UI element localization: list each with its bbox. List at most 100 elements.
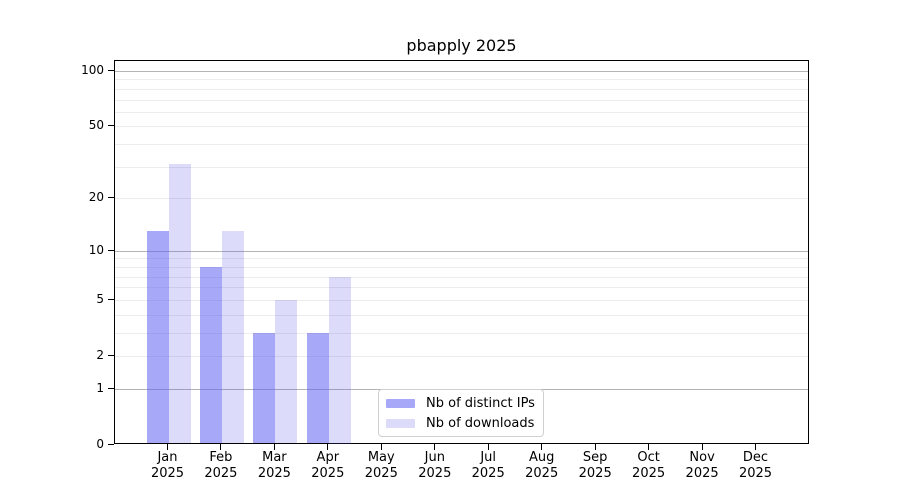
- x-tick-label-dec: Dec 2025: [728, 450, 784, 482]
- x-tick-mark-nov: [701, 444, 703, 450]
- x-tick-month: Oct: [637, 450, 660, 465]
- gridline-minor-50: [115, 126, 808, 128]
- x-tick-mark-jun: [434, 444, 436, 450]
- x-tick-month: Jan: [157, 450, 178, 465]
- x-tick-month: Apr: [316, 450, 340, 465]
- x-tick-label-mar: Mar 2025: [246, 450, 302, 482]
- legend-item-downloads: Nb of downloads: [386, 414, 536, 432]
- legend: Nb of distinct IPs Nb of downloads: [378, 389, 544, 437]
- gridline-minor-2: [115, 356, 808, 357]
- y-tick-mark-5: [108, 298, 114, 300]
- bar-nb-of-downloads-mar: [275, 299, 298, 444]
- x-tick-label-jul: Jul 2025: [460, 450, 516, 482]
- x-tick-month: Nov: [689, 450, 715, 465]
- y-tick-mark-20: [108, 197, 114, 199]
- gridline-major-100: [115, 71, 808, 72]
- x-tick-year: 2025: [257, 466, 291, 481]
- x-tick-month: Mar: [262, 450, 287, 465]
- x-tick-mark-apr: [327, 444, 329, 450]
- bar-nb-of-distinct-ips-apr: [306, 332, 329, 444]
- x-tick-year: 2025: [418, 466, 452, 481]
- x-tick-label-oct: Oct 2025: [621, 450, 677, 482]
- chart-title: pbapply 2025: [406, 36, 517, 55]
- y-tick-mark-100: [108, 70, 114, 71]
- x-tick-label-aug: Aug 2025: [514, 450, 570, 482]
- gridline-minor-4: [115, 314, 808, 316]
- gridline-minor-20: [115, 198, 808, 200]
- y-tick-mark-1: [108, 387, 114, 389]
- bar-nb-of-downloads-jan: [168, 164, 191, 444]
- x-tick-year: 2025: [150, 466, 185, 481]
- y-tick-mark-2: [108, 355, 114, 356]
- x-tick-label-jan: Jan 2025: [140, 450, 196, 482]
- gridline-minor-9: [115, 258, 808, 260]
- x-tick-month: Aug: [528, 450, 555, 465]
- x-tick-mark-sep: [594, 444, 596, 450]
- x-tick-mark-oct: [648, 444, 650, 450]
- bar-nb-of-distinct-ips-feb: [199, 266, 222, 444]
- x-tick-label-nov: Nov 2025: [674, 450, 730, 482]
- legend-item-distinct-ips: Nb of distinct IPs: [386, 394, 536, 412]
- y-tick-label-100: 100: [81, 63, 104, 77]
- x-tick-month: Sep: [582, 450, 608, 465]
- y-tick-label-0: 0: [96, 437, 104, 451]
- gridline-minor-60: [115, 111, 808, 113]
- x-tick-mark-aug: [541, 444, 543, 450]
- y-tick-label-1: 1: [96, 380, 104, 395]
- plot-area: [114, 60, 809, 444]
- x-tick-label-may: May 2025: [353, 450, 409, 482]
- bar-nb-of-downloads-apr: [328, 276, 351, 444]
- gridline-minor-7: [115, 276, 808, 278]
- gridline-minor-3: [115, 332, 808, 334]
- y-tick-label-5: 5: [96, 291, 104, 306]
- x-tick-label-feb: Feb 2025: [193, 450, 249, 482]
- y-tick-label-20: 20: [88, 190, 104, 205]
- y-tick-label-50: 50: [88, 118, 104, 133]
- bar-nb-of-distinct-ips-jan: [146, 231, 169, 444]
- y-tick-label-2: 2: [96, 348, 104, 362]
- x-tick-month: Jun: [424, 450, 445, 465]
- legend-label-distinct-ips: Nb of distinct IPs: [426, 395, 535, 411]
- x-tick-year: 2025: [525, 466, 559, 481]
- bar-nb-of-downloads-feb: [221, 231, 244, 444]
- gridline-minor-8: [115, 266, 808, 268]
- x-tick-label-sep: Sep 2025: [567, 450, 623, 482]
- y-tick-label-10: 10: [88, 242, 104, 257]
- y-tick-mark-10: [108, 249, 114, 251]
- y-tick-mark-0: [108, 444, 114, 445]
- x-tick-month: Dec: [742, 450, 769, 465]
- x-tick-label-apr: Apr 2025: [300, 450, 356, 482]
- x-tick-mark-mar: [273, 444, 275, 450]
- gridline-minor-5: [115, 299, 808, 301]
- legend-swatch-downloads: [386, 418, 415, 428]
- x-tick-month: Jul: [480, 450, 497, 465]
- x-tick-year: 2025: [364, 466, 398, 481]
- x-tick-mark-jan: [167, 444, 168, 450]
- gridline-major-10: [115, 250, 808, 252]
- x-tick-mark-dec: [755, 444, 756, 450]
- x-tick-mark-may: [380, 444, 382, 450]
- gridline-minor-30: [115, 166, 808, 168]
- x-tick-month: Feb: [209, 450, 233, 465]
- y-tick-mark-50: [108, 125, 114, 127]
- x-tick-year: 2025: [311, 466, 345, 481]
- gridline-minor-80: [115, 88, 808, 90]
- gridline-minor-90: [115, 79, 808, 81]
- x-tick-year: 2025: [632, 466, 666, 481]
- x-tick-year: 2025: [578, 466, 612, 481]
- x-tick-mark-feb: [220, 444, 222, 450]
- gridline-minor-40: [115, 144, 808, 146]
- x-tick-year: 2025: [471, 466, 505, 481]
- x-tick-year: 2025: [685, 466, 719, 481]
- x-tick-mark-jul: [487, 444, 489, 450]
- x-tick-year: 2025: [738, 466, 773, 481]
- legend-swatch-distinct-ips: [386, 398, 415, 408]
- gridline-minor-6: [115, 287, 808, 289]
- x-tick-label-jun: Jun 2025: [407, 450, 463, 482]
- legend-label-downloads: Nb of downloads: [426, 415, 535, 431]
- x-tick-month: May: [367, 450, 395, 465]
- gridline-minor-70: [115, 99, 808, 101]
- x-tick-year: 2025: [204, 466, 238, 481]
- bar-nb-of-distinct-ips-mar: [253, 332, 276, 444]
